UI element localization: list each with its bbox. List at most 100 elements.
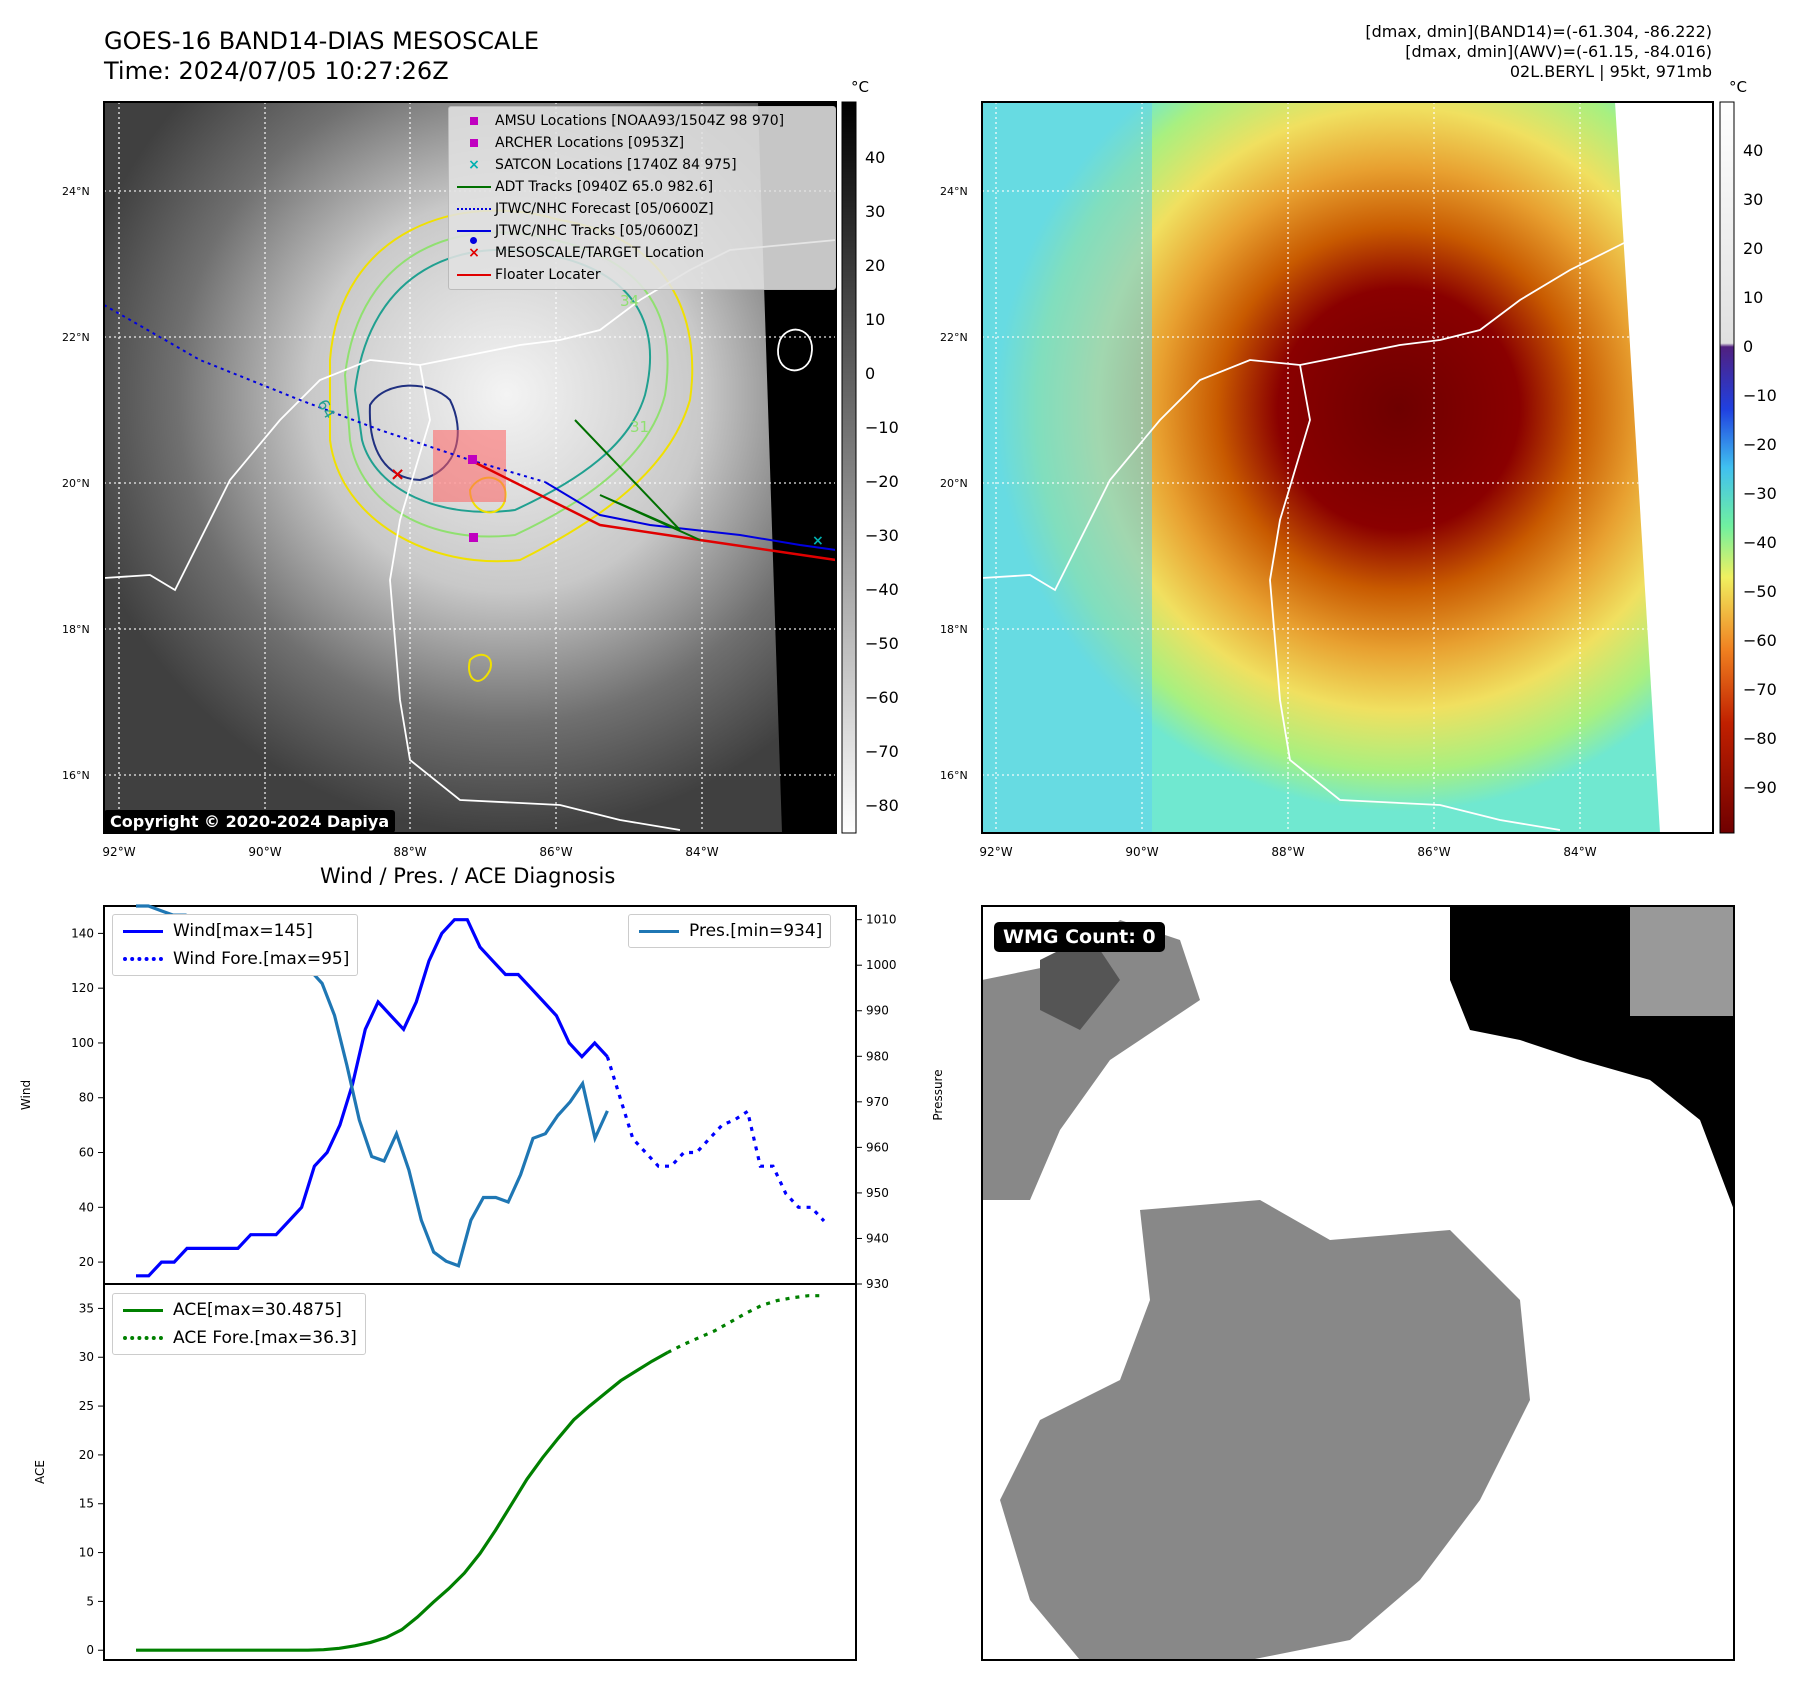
legend-label: JTWC/NHC Forecast [05/0600Z] [495, 201, 714, 217]
diagnosis-panel: Wind Pressure ACE 2040608010012014093094… [19, 904, 945, 1661]
ir-lon-label: 88°W [393, 845, 426, 859]
legend-item-tracks: JTWC/NHC Tracks [05/0600Z] [453, 220, 831, 244]
ace-tick-label: 20 [79, 1448, 94, 1462]
ir-colorbar-scale [841, 101, 857, 834]
awv-lon-label: 92°W [979, 845, 1012, 859]
legend-label: MESOSCALE/TARGET Location [495, 245, 705, 261]
diagnosis-title: Wind / Pres. / ACE Diagnosis [320, 864, 616, 888]
ace-tick-label: 30 [79, 1350, 94, 1364]
legend-label: Wind[max=145] [173, 921, 313, 941]
ace-series-line [136, 1351, 669, 1652]
line-icon [113, 1308, 173, 1312]
awv-colorbar-scale [1719, 101, 1735, 834]
map-legend: AMSU Locations [NOAA93/1504Z 98 970] ARC… [448, 106, 836, 290]
pressure-legend: Pres.[min=934] [628, 914, 832, 948]
cb-tick: 30 [865, 202, 885, 221]
ir-colorbar-unit: °C [851, 78, 869, 96]
floater-track [469, 458, 837, 562]
ace-tick-label: 35 [79, 1301, 94, 1315]
awv-dry-region [982, 102, 1152, 833]
cb-tick: −10 [865, 418, 899, 437]
legend-item-adt: ADT Tracks [0940Z 65.0 982.6] [453, 176, 831, 198]
cb-tick: −30 [865, 526, 899, 545]
dotted-line-icon [113, 1336, 173, 1340]
legend-item-wind: Wind[max=145] [113, 917, 349, 945]
cb-tick: −80 [1743, 729, 1777, 748]
awv-lon-labels: 92°W 90°W 88°W 86°W 84°W [979, 845, 1596, 859]
cb-tick: 40 [1743, 141, 1763, 160]
amsu-marker [469, 533, 478, 542]
legend-item-pressure: Pres.[min=934] [629, 917, 822, 945]
line-icon [629, 929, 689, 933]
cb-tick: −50 [865, 634, 899, 653]
awv-lat-label: 22°N [940, 331, 968, 344]
wmg-count-badge: WMG Count: 0 [994, 922, 1165, 952]
awv-lon-label: 90°W [1125, 845, 1158, 859]
awv-lat-label: 24°N [940, 185, 968, 198]
legend-item-ace: ACE[max=30.4875] [113, 1296, 357, 1324]
ace-tick-label: 25 [79, 1399, 94, 1413]
legend-label: Wind Fore.[max=95] [173, 949, 350, 969]
pressure-tick-label: 990 [866, 1004, 889, 1018]
cb-tick: −30 [1743, 484, 1777, 503]
legend-item-satcon: × SATCON Locations [1740Z 84 975] [453, 154, 831, 176]
storm-info: [dmax, dmin](BAND14)=(-61.304, -86.222) … [1365, 22, 1712, 82]
ir-lat-label: 20°N [62, 477, 90, 490]
wind-tick-label: 100 [71, 1036, 94, 1050]
pressure-tick-label: 1000 [866, 958, 897, 972]
ace-axis-label: ACE [33, 1460, 47, 1484]
ace-forecast-line [666, 1294, 824, 1354]
ir-lat-label: 18°N [62, 623, 90, 636]
ace-tick-label: 15 [79, 1497, 94, 1511]
wind-tick-label: 60 [79, 1146, 94, 1160]
awv-map-panel [981, 101, 1714, 834]
awv-lat-labels: 24°N 22°N 20°N 18°N 16°N [940, 185, 968, 782]
cb-tick: 20 [1743, 239, 1763, 258]
line-dot-icon [453, 230, 495, 244]
legend-item-archer: ARCHER Locations [0953Z] [453, 132, 831, 154]
legend-label: AMSU Locations [NOAA93/1504Z 98 970] [495, 113, 785, 129]
ir-colorbar-ticks: 40 30 20 10 0 −10 −20 −30 −40 −50 −60 −7… [865, 148, 899, 815]
wind-tick-label: 80 [79, 1091, 94, 1105]
ir-contours [329, 209, 694, 682]
ir-lat-label: 16°N [62, 769, 90, 782]
ir-colorbar: °C 40 30 20 10 0 −10 −20 −30 −40 −50 −60… [841, 78, 899, 834]
cb-tick: −40 [1743, 533, 1777, 552]
legend-item-target: × MESOSCALE/TARGET Location [453, 242, 831, 264]
awv-lon-label: 88°W [1271, 845, 1304, 859]
wmg-light-gray-region [1630, 906, 1734, 1016]
forecast-track [103, 304, 546, 483]
dotted-line-icon [113, 957, 173, 961]
pressure-tick-label: 940 [866, 1231, 889, 1245]
wind-series-line [136, 918, 609, 1278]
figure-title: GOES-16 BAND14-DIAS MESOSCALE Time: 2024… [104, 26, 539, 86]
awv-coastlines [981, 239, 1631, 831]
ace-tick-label: 10 [79, 1546, 94, 1560]
legend-item-forecast: JTWC/NHC Forecast [05/0600Z] [453, 198, 831, 220]
target-marker: × [390, 464, 405, 485]
awv-lon-label: 86°W [1417, 845, 1450, 859]
awv-lon-label: 84°W [1563, 845, 1596, 859]
pressure-tick-label: 980 [866, 1049, 889, 1063]
ir-lon-label: 86°W [539, 845, 572, 859]
copyright-notice: Copyright © 2020-2024 Dapiya [104, 810, 396, 833]
legend-item-floater: Floater Locater [453, 264, 831, 286]
best-track [544, 481, 837, 551]
awv-colorbar-ticks: 40 30 20 10 0 −10 −20 −30 −40 −50 −60 −7… [1743, 141, 1777, 797]
cb-tick: 40 [865, 148, 885, 167]
square-icon [453, 139, 495, 147]
cb-tick: 10 [1743, 288, 1763, 307]
square-icon [453, 117, 495, 125]
awv-colorbar: °C 40 30 20 10 0 −10 −20 −30 −40 −50 −60… [1719, 78, 1777, 834]
cb-tick: −60 [865, 688, 899, 707]
cb-tick: −20 [1743, 435, 1777, 454]
awv-lat-label: 20°N [940, 477, 968, 490]
ace-tick-label: 0 [86, 1643, 94, 1657]
ir-lon-label: 90°W [248, 845, 281, 859]
awv-colorbar-unit: °C [1729, 78, 1747, 96]
title-line-1: GOES-16 BAND14-DIAS MESOSCALE [104, 27, 540, 55]
pressure-tick-label: 1010 [866, 913, 897, 927]
ace-chart: 0 5 10 15 20 25 30 35 [79, 1294, 824, 1657]
cb-tick: −90 [1743, 778, 1777, 797]
wmg-gray-region [982, 920, 1200, 1200]
